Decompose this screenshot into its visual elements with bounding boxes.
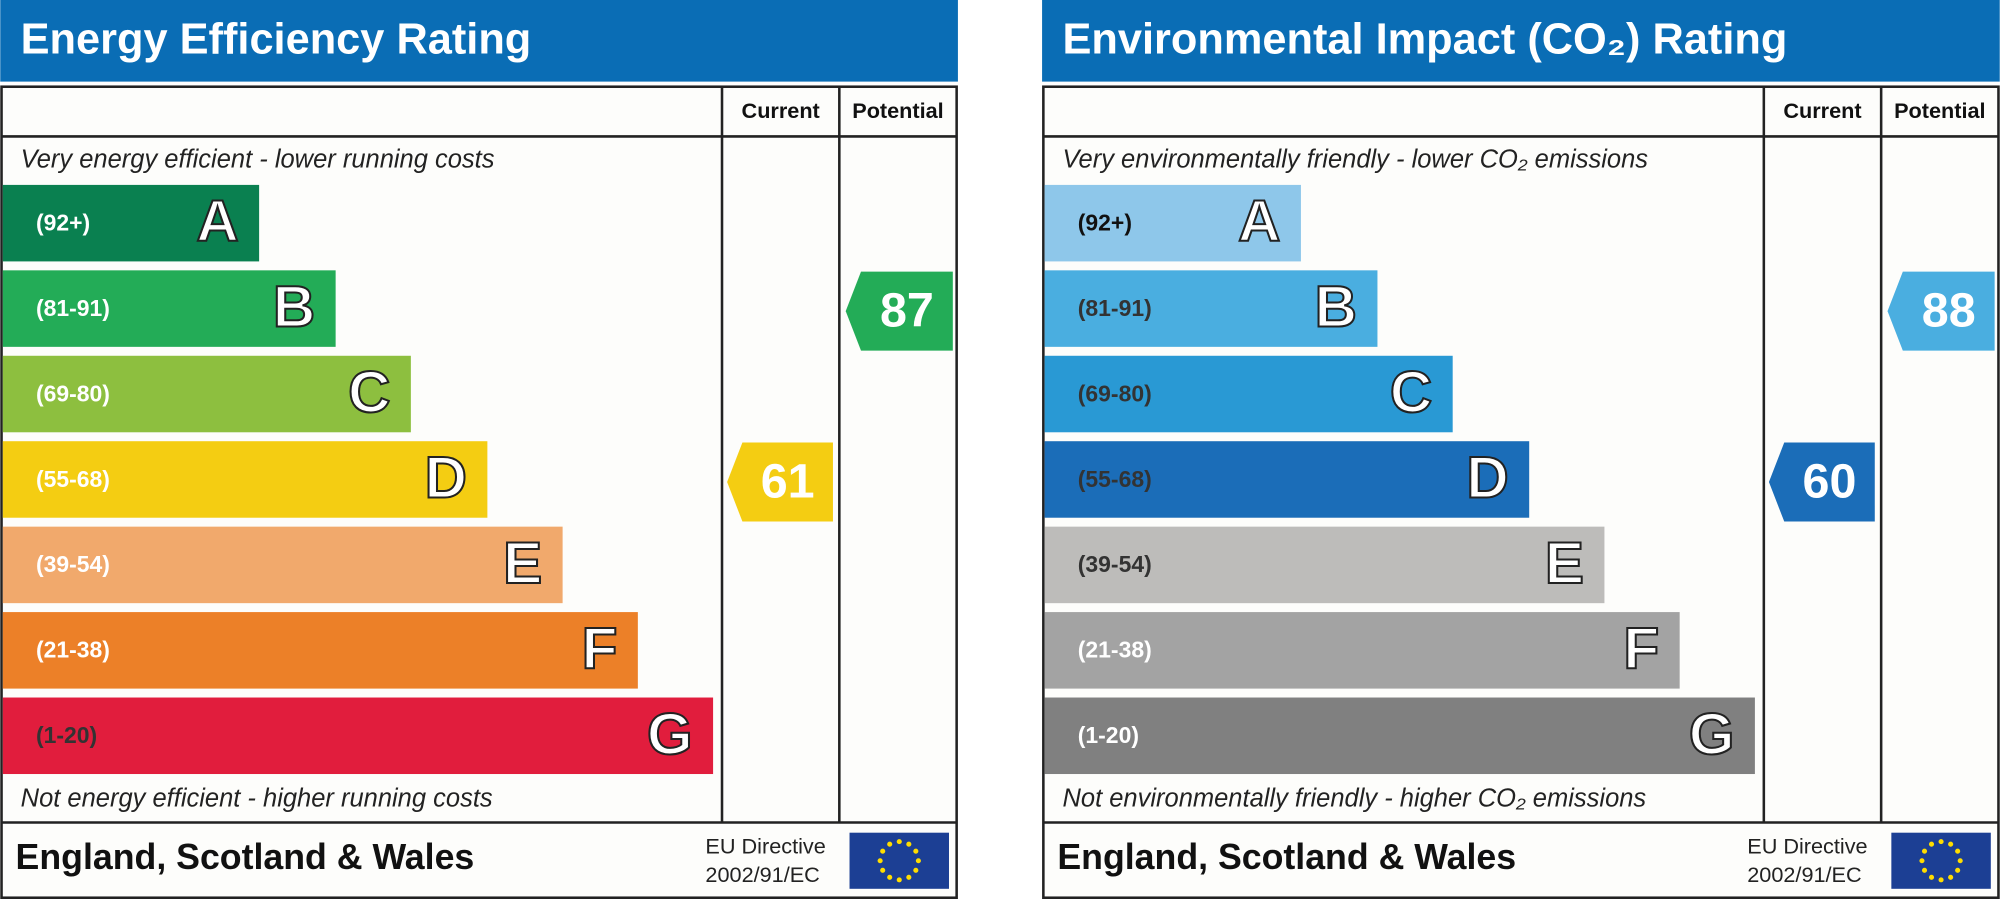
rating-value: 87 [880,283,934,337]
band-letter: A [1238,189,1280,254]
eu-star [1938,839,1944,845]
band-range: (81-91) [1078,295,1152,321]
eu-star [1955,867,1961,873]
eu-star [1928,874,1935,880]
band-letter: B [273,275,315,340]
rating-band [2,612,638,689]
eu-star [1938,877,1944,883]
eu-star [1921,848,1928,854]
band-letter: C [1390,360,1432,425]
rating-band [2,184,260,262]
band-range: (92+) [36,209,90,235]
column-header: Potential [1894,98,1985,123]
band-range: (92+) [1078,209,1132,235]
rating-band [2,355,411,433]
eu-star [896,839,902,845]
band-range: (1-20) [36,722,97,748]
eu-star [880,867,886,873]
rating-arrow [845,271,953,351]
rating-arrow [1768,442,1875,522]
directive: EU Directive [1747,834,1867,859]
eu-star [1948,841,1954,847]
band-range: (69-80) [36,380,110,406]
rating-band [1044,270,1378,347]
band-range: (55-68) [36,466,110,492]
eu-star [1955,848,1961,854]
eu-star [887,841,893,847]
rating-band [2,697,714,775]
band-letter: C [348,360,390,425]
column-header: Current [1783,98,1861,123]
band-range: (81-91) [36,295,110,321]
eu-star [1948,874,1954,880]
title-bar [1042,0,2000,82]
band-letter: F [582,616,618,681]
band-range: (21-38) [1078,637,1152,663]
eu-star [877,858,883,864]
eu-star [1957,858,1963,864]
rating-band [2,526,563,604]
panel-title: Environmental Impact (CO₂) Rating [1062,16,1787,64]
eu-star [887,874,893,880]
eu-star [896,877,902,883]
band-range: (69-80) [1078,380,1152,406]
eu-star [1919,858,1925,864]
rating-band [1044,355,1453,433]
band-letter: A [196,189,238,254]
scale-note: Not energy efficient - higher running co… [21,784,493,812]
eu-star [913,848,919,854]
title-bar [0,0,958,82]
band-range: (1-20) [1078,722,1139,748]
band-range: (39-54) [36,551,110,577]
directive: 2002/91/EC [1747,862,1861,887]
eu-star [880,848,886,854]
rating-value: 88 [1922,283,1976,337]
scale-note: Very energy efficient - lower running co… [21,145,495,173]
rating-band [1044,441,1530,518]
band-letter: F [1623,616,1659,681]
band-letter: G [1689,702,1735,767]
scale-note: Very environmentally friendly - lower CO… [1062,145,1648,173]
rating-band [1044,184,1301,262]
scale-note: Not environmentally friendly - higher CO… [1062,784,1646,812]
band-range: (55-68) [1078,466,1152,492]
directive: EU Directive [705,834,825,859]
eu-star [913,867,919,873]
rating-band [2,441,488,518]
eu-star [906,841,912,847]
rating-band [1044,526,1605,604]
eu-star [915,858,921,864]
band-letter: B [1315,275,1357,340]
eu-star [1928,841,1935,847]
column-header: Current [742,98,820,123]
rating-band [1044,612,1680,689]
footer-region: England, Scotland & Wales [1057,837,1516,877]
rating-value: 61 [761,454,815,508]
band-letter: E [503,531,542,596]
rating-value: 60 [1803,454,1857,508]
rating-band [1044,697,1755,775]
rating-arrow [1887,271,1995,351]
rating-arrow [727,442,833,522]
panel-title: Energy Efficiency Rating [21,16,532,64]
directive: 2002/91/EC [705,862,819,887]
band-letter: E [1545,531,1584,596]
band-range: (21-38) [36,637,110,663]
eu-star [1921,867,1928,873]
column-header: Potential [852,98,943,123]
band-letter: D [425,446,467,511]
rating-band [2,270,336,347]
band-range: (39-54) [1078,551,1152,577]
band-letter: G [647,702,693,767]
eu-star [906,874,912,880]
band-letter: D [1466,446,1508,511]
footer-region: England, Scotland & Wales [16,837,475,877]
